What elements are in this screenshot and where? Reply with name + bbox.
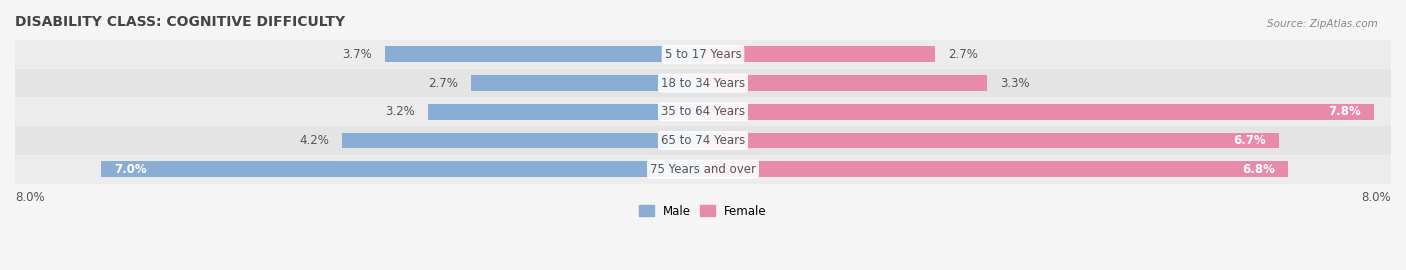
Text: 65 to 74 Years: 65 to 74 Years: [661, 134, 745, 147]
Text: 35 to 64 Years: 35 to 64 Years: [661, 105, 745, 118]
Text: 3.2%: 3.2%: [385, 105, 415, 118]
Text: DISABILITY CLASS: COGNITIVE DIFFICULTY: DISABILITY CLASS: COGNITIVE DIFFICULTY: [15, 15, 344, 29]
Text: 6.7%: 6.7%: [1233, 134, 1267, 147]
Text: 4.2%: 4.2%: [299, 134, 329, 147]
Text: 7.0%: 7.0%: [114, 163, 146, 176]
Bar: [703, 75, 987, 91]
Bar: [703, 133, 1279, 148]
Text: 2.7%: 2.7%: [948, 48, 979, 61]
Bar: [101, 161, 703, 177]
Bar: [427, 104, 703, 120]
Bar: [471, 75, 703, 91]
Bar: [15, 155, 1391, 184]
Bar: [15, 97, 1391, 126]
Text: 3.7%: 3.7%: [342, 48, 373, 61]
Text: 75 Years and over: 75 Years and over: [650, 163, 756, 176]
Bar: [703, 104, 1374, 120]
Bar: [15, 40, 1391, 69]
Text: 18 to 34 Years: 18 to 34 Years: [661, 77, 745, 90]
Text: 8.0%: 8.0%: [15, 191, 45, 204]
Bar: [342, 133, 703, 148]
Bar: [15, 69, 1391, 97]
Text: 5 to 17 Years: 5 to 17 Years: [665, 48, 741, 61]
Bar: [15, 126, 1391, 155]
Text: 3.3%: 3.3%: [1000, 77, 1029, 90]
Legend: Male, Female: Male, Female: [634, 200, 772, 222]
Text: Source: ZipAtlas.com: Source: ZipAtlas.com: [1267, 19, 1378, 29]
Bar: [703, 46, 935, 62]
Text: 7.8%: 7.8%: [1329, 105, 1361, 118]
Text: 6.8%: 6.8%: [1241, 163, 1275, 176]
Bar: [703, 161, 1288, 177]
Text: 2.7%: 2.7%: [427, 77, 458, 90]
Text: 8.0%: 8.0%: [1361, 191, 1391, 204]
Bar: [385, 46, 703, 62]
